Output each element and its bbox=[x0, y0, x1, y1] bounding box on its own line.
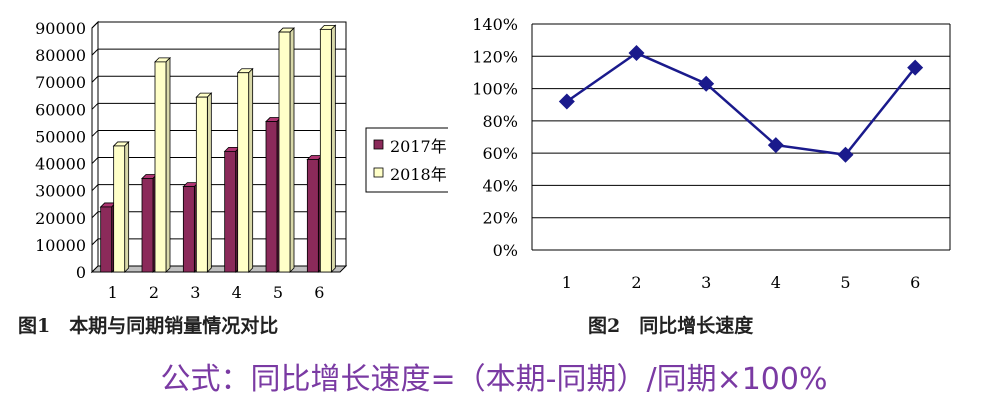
y-tick-label: 20000 bbox=[35, 209, 86, 228]
y-tick-label: 100% bbox=[472, 80, 518, 99]
legend-swatch bbox=[373, 139, 384, 150]
x-tick-label: 2 bbox=[149, 283, 159, 302]
y-tick-label: 70000 bbox=[35, 73, 86, 92]
bar-series2-2 bbox=[154, 56, 171, 273]
figure1-caption: 图1 本期与同期销量情况对比 bbox=[18, 315, 279, 337]
y-tick-label: 20% bbox=[482, 209, 518, 228]
gridline bbox=[91, 211, 346, 219]
legend: 2017年 2018年 bbox=[365, 127, 448, 193]
gridline bbox=[91, 238, 346, 246]
legend-swatch bbox=[373, 167, 384, 178]
data-point-4 bbox=[767, 137, 784, 154]
x-tick-label: 4 bbox=[771, 273, 781, 292]
y-tick-label: 90000 bbox=[35, 19, 86, 38]
bar-front bbox=[265, 121, 278, 273]
figure2-caption: 图2 同比增长速度 bbox=[588, 315, 754, 337]
x-tick-label: 6 bbox=[314, 283, 324, 302]
bar-front bbox=[100, 206, 113, 273]
y-tick-label: 80% bbox=[482, 112, 518, 131]
bar-front bbox=[319, 28, 332, 273]
x-tick-label: 3 bbox=[701, 273, 711, 292]
bar-front bbox=[224, 150, 237, 273]
bar-series2-3 bbox=[195, 92, 213, 273]
bar-front bbox=[182, 186, 195, 273]
data-point-3 bbox=[698, 75, 715, 92]
bar-series2-1 bbox=[112, 140, 130, 273]
bar-front bbox=[113, 145, 126, 273]
bar-front bbox=[237, 72, 250, 273]
legend-box bbox=[365, 127, 448, 193]
y-tick-label: 50000 bbox=[35, 127, 86, 146]
y-tick-label: 40000 bbox=[35, 155, 86, 174]
gridline bbox=[91, 21, 346, 29]
bar-series2-4 bbox=[236, 67, 254, 273]
x-tick-label: 1 bbox=[562, 273, 572, 292]
y-tick-label: 60000 bbox=[35, 100, 86, 119]
line-chart: 0% 20% 40% 60% 80% 100% 120% 140% 1 2 3 4 5 6 bbox=[472, 15, 951, 292]
y-tick-label: 0 bbox=[76, 263, 86, 282]
y-tick-label: 30000 bbox=[35, 182, 86, 201]
y-tick-label: 120% bbox=[472, 47, 518, 66]
bar-side bbox=[124, 140, 130, 273]
bar-front bbox=[195, 96, 208, 273]
bar-front bbox=[141, 178, 154, 273]
bar-side bbox=[289, 27, 295, 273]
gridline bbox=[91, 129, 346, 137]
bar-side bbox=[206, 92, 212, 273]
y-tick-label: 140% bbox=[472, 15, 518, 34]
series-line bbox=[566, 51, 917, 157]
x-tick-label: 4 bbox=[232, 283, 242, 302]
x-tick-label: 2 bbox=[631, 273, 641, 292]
gridline bbox=[91, 157, 346, 164]
bar-series2-6 bbox=[319, 24, 337, 273]
y-tick-label: 40% bbox=[482, 176, 518, 195]
x-tick-label: 6 bbox=[910, 273, 920, 292]
bar-front bbox=[154, 61, 167, 273]
gridline bbox=[91, 102, 346, 110]
gridline bbox=[91, 184, 346, 192]
data-point-1 bbox=[558, 93, 575, 110]
bar-front bbox=[306, 159, 319, 273]
x-tick-label: 1 bbox=[108, 283, 118, 302]
data-point-2 bbox=[628, 45, 645, 62]
gridline bbox=[91, 75, 346, 83]
x-tick-label: 5 bbox=[273, 283, 283, 302]
bar-side bbox=[330, 24, 336, 273]
legend-label: 2017年 bbox=[390, 137, 447, 156]
x-tick-label: 3 bbox=[190, 283, 200, 302]
gridline bbox=[91, 48, 346, 56]
bar-side bbox=[165, 56, 171, 273]
x-tick-label: 5 bbox=[840, 273, 850, 292]
y-tick-label: 10000 bbox=[35, 236, 86, 255]
legend-label: 2018年 bbox=[390, 165, 447, 184]
bar-front bbox=[278, 31, 291, 273]
side-wall bbox=[91, 20, 99, 274]
bar-chart: 0 10000 20000 30000 40000 50000 60000 70000 8000… bbox=[35, 19, 448, 302]
y-tick-label: 80000 bbox=[35, 46, 86, 65]
bar-series2-5 bbox=[278, 27, 295, 273]
formula-text: 公式：同比增长速度=（本期-同期）/同期×100% bbox=[160, 362, 828, 397]
data-point-6 bbox=[907, 59, 924, 76]
data-point-5 bbox=[837, 146, 854, 163]
y-tick-label: 60% bbox=[482, 144, 518, 163]
y-tick-label: 0% bbox=[493, 241, 518, 260]
bar-side bbox=[248, 67, 254, 273]
